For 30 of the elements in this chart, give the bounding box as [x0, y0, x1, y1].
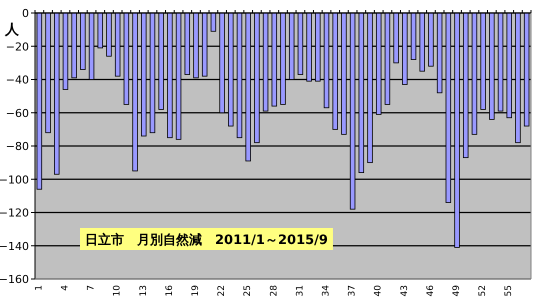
x-tick-label: 19 [190, 284, 201, 296]
y-tick-label: −40 [6, 74, 29, 86]
x-tick-label: 52 [478, 285, 488, 296]
y-axis-title: 人 [4, 22, 20, 38]
x-tick-label: 13 [138, 285, 149, 296]
x-tick-label: 34 [322, 284, 332, 296]
text: 日立市 月別自然減 2011/1～2015/9 [85, 232, 328, 248]
y-tick-label: −140 [0, 240, 29, 253]
x-tick-label: 37 [348, 285, 358, 296]
x-tick-label: 4 [60, 284, 70, 291]
x-tick-label: 7 [86, 285, 97, 291]
x-tick-label: 55 [504, 285, 514, 296]
y-tick-label: 0 [22, 7, 29, 20]
y-tick-label: −120 [0, 206, 29, 220]
y-tick-label: −100 [0, 173, 29, 186]
x-tick-label: 10 [112, 284, 123, 296]
x-tick-label: 16 [164, 284, 175, 296]
x-tick-label: 31 [295, 285, 306, 296]
x-tick-label: 43 [400, 285, 410, 296]
x-tick-label: 49 [452, 284, 462, 296]
y-tick-label: −160 [0, 273, 29, 286]
y-tick-label: −80 [6, 140, 29, 153]
y-tick-label: −20 [6, 40, 29, 54]
x-tick-label: 40 [374, 284, 384, 296]
x-tick-label: 46 [426, 284, 436, 296]
y-tick-label: −60 [6, 106, 29, 120]
x-tick-label: 22 [217, 285, 228, 296]
x-tick-label: 25 [243, 285, 254, 296]
x-tick-label: 28 [269, 284, 280, 296]
x-tick-label: 1 [34, 285, 44, 291]
